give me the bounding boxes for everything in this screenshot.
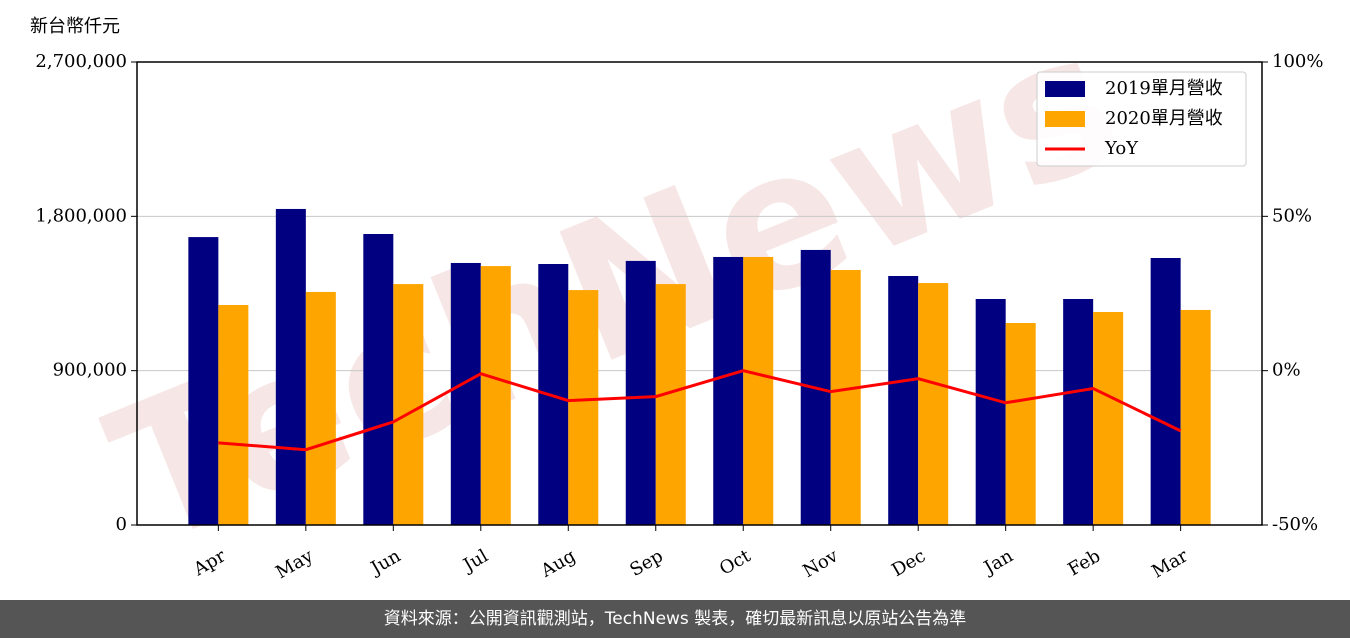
legend-swatch	[1045, 81, 1085, 97]
y-tick-label: 0	[116, 514, 127, 535]
bar	[1005, 322, 1036, 525]
x-tick-label: Nov	[799, 545, 842, 582]
chart: TechNews 新台幣仟元 0900,0001,800,0002,700,00…	[30, 0, 1323, 588]
x-tick-label: Jan	[979, 545, 1017, 579]
x-tick-label: Jun	[366, 545, 405, 580]
bar	[830, 270, 861, 525]
footer: 資料來源：公開資訊觀測站，TechNews 製表，確切最新訊息以原站公告為準	[0, 600, 1350, 638]
plot-frame	[136, 61, 1263, 526]
x-tick-label: Oct	[716, 545, 755, 580]
x-tick-label: Dec	[888, 545, 929, 581]
bar	[450, 262, 481, 525]
y-tick-label: 1,800,000	[35, 205, 127, 226]
bar	[363, 233, 394, 526]
bar	[275, 208, 306, 525]
bar	[305, 291, 336, 525]
bar	[188, 237, 219, 526]
y2-tick-label: 0%	[1272, 360, 1301, 381]
bar	[1093, 312, 1124, 525]
bar	[1180, 309, 1211, 525]
bar	[1150, 258, 1181, 525]
bar	[1063, 298, 1094, 525]
y2-tick-label: 100%	[1272, 51, 1323, 72]
bar	[218, 304, 249, 525]
legend-label: 2020單月營收	[1105, 108, 1223, 129]
x-tick-label: Feb	[1064, 545, 1104, 580]
y-tick-label: 2,700,000	[35, 51, 127, 72]
x-tick-label: May	[272, 545, 317, 583]
y2-tick-label: -50%	[1272, 514, 1318, 535]
bar	[625, 260, 656, 525]
legend-label: 2019單月營收	[1105, 78, 1223, 99]
bar	[743, 256, 774, 525]
legend-swatch	[1045, 111, 1085, 127]
legend-box	[1036, 71, 1247, 167]
bar	[713, 256, 744, 525]
bar	[480, 266, 511, 525]
bar	[655, 284, 686, 525]
bar	[918, 283, 949, 525]
line	[218, 369, 1182, 452]
bar	[568, 290, 599, 525]
x-tick-label: Mar	[1148, 545, 1192, 582]
x-tick-label: Sep	[626, 545, 666, 580]
legend-label: YoY	[1104, 138, 1139, 159]
x-tick-label: Jul	[458, 545, 492, 577]
y-axis-label: 新台幣仟元	[30, 16, 120, 37]
y-tick-label: 900,000	[53, 360, 127, 381]
y2-tick-label: 50%	[1272, 205, 1312, 226]
bar	[393, 284, 424, 525]
bar	[888, 276, 919, 525]
bar	[975, 298, 1006, 525]
x-tick-label: Aug	[537, 545, 580, 582]
